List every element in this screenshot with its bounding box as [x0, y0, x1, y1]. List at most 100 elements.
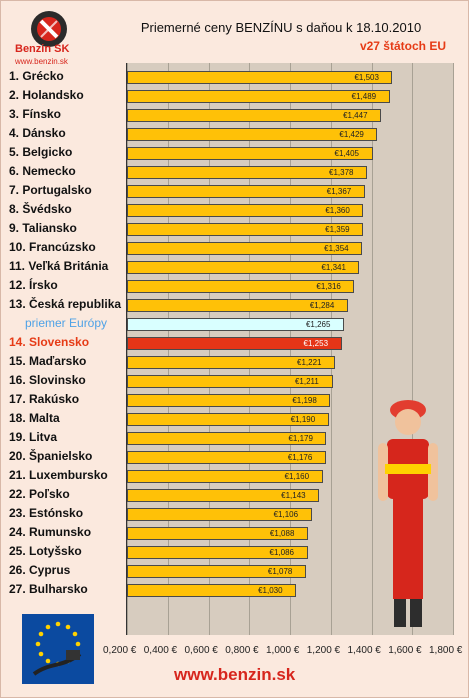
mascot-worker [378, 400, 438, 627]
bar-13 [127, 318, 344, 331]
bar-14 [127, 337, 342, 350]
category-label: 13. Česká republika [9, 297, 122, 311]
bar-value-label: €1,284 [309, 301, 335, 310]
benzin-logo [31, 11, 67, 47]
bar-value-label: €1,503 [354, 73, 379, 82]
bar-18 [127, 413, 329, 426]
bar-value-label: €1,198 [292, 396, 317, 405]
bar-value-label: €1,253 [303, 339, 329, 348]
category-label: 14. Slovensko [9, 335, 90, 349]
chart-title: Priemerné ceny BENZÍNU s daňou k 18.10.2… [140, 20, 422, 35]
bar-16 [127, 375, 333, 388]
bar-value-label: €1,447 [343, 111, 368, 120]
bar-6 [127, 185, 365, 198]
bar-value-label: €1,354 [324, 244, 349, 253]
bar-value-label: €1,030 [258, 586, 283, 595]
bar-8 [127, 223, 364, 236]
bar-value-label: €1,316 [316, 282, 341, 291]
grid-line [412, 63, 414, 635]
bar-value-label: €1,078 [267, 567, 293, 576]
category-label: 16. Slovinsko [9, 373, 86, 387]
x-tick-label: 1,400 € [347, 645, 381, 656]
bar-26 [127, 565, 306, 578]
plot-area: €1,503 €1,489 €1,447 €1,429 €1,405 €1,378 €1,3… [126, 63, 454, 635]
bar-19 [127, 432, 327, 445]
bar-value-label: €1,088 [269, 529, 295, 538]
category-label: 25. Lotyšsko [9, 544, 82, 558]
category-label: 10. Francúzsko [9, 240, 96, 254]
category-label: 19. Litva [9, 430, 58, 444]
category-label: 17. Rakúsko [9, 392, 80, 406]
category-label: 9. Taliansko [9, 221, 77, 235]
category-label: 12. Írsko [9, 278, 58, 292]
x-tick-label: 1,600 € [388, 645, 422, 656]
bar-value-label: €1,489 [351, 92, 377, 101]
x-tick-label: 0,800 € [225, 645, 259, 656]
category-label: 24. Rumunsko [9, 525, 92, 539]
x-tick-label: 0,600 € [184, 645, 218, 656]
bar-17 [127, 394, 331, 407]
footer-url: www.benzin.sk [174, 665, 296, 684]
x-tick-label: 0,400 € [143, 645, 178, 656]
bar-7 [127, 204, 364, 217]
category-label: 8. Švédsko [9, 202, 72, 216]
category-label: 11. Veľká Británia [9, 259, 109, 273]
eu-flag-icon [22, 614, 94, 684]
chart-subtitle: v27 štátoch EU [359, 39, 446, 53]
bar-5 [127, 166, 368, 179]
x-tick-label: 0,200 € [103, 645, 137, 656]
bar-value-label: €1,221 [297, 358, 322, 367]
bar-21 [127, 470, 323, 483]
bar-value-label: €1,360 [325, 206, 350, 215]
category-label: 1. Grécko [9, 69, 64, 83]
bar-25 [127, 546, 308, 559]
x-tick-label: 1,200 € [306, 645, 341, 656]
bar-9 [127, 242, 363, 255]
category-label: 2. Holandsko [9, 88, 84, 102]
grid-line [371, 63, 373, 635]
bar-20 [127, 451, 326, 464]
bar-value-label: €1,405 [334, 149, 359, 158]
bar-value-label: €1,190 [290, 415, 316, 424]
x-tick-label: 1,000 € [266, 645, 300, 656]
bar-27 [127, 584, 297, 597]
category-label: priemer Európy [25, 316, 108, 330]
category-label: 3. Fínsko [9, 107, 62, 121]
category-label: 4. Dánsko [9, 126, 66, 140]
bar-23 [127, 508, 312, 521]
bar-4 [127, 147, 373, 160]
bar-24 [127, 527, 308, 540]
bar-12 [127, 299, 348, 312]
bar-2 [127, 109, 382, 122]
grid-line [453, 63, 454, 635]
bar-value-label: €1,143 [281, 491, 306, 500]
category-label: 6. Nemecko [9, 164, 76, 178]
bar-value-label: €1,265 [305, 320, 331, 329]
bar-value-label: €1,429 [339, 130, 364, 139]
category-label: 26. Cyprus [9, 563, 71, 577]
bar-22 [127, 489, 320, 502]
category-label: 21. Luxembursko [9, 468, 108, 482]
bar-10 [127, 261, 360, 274]
bar-value-label: €1,211 [294, 377, 319, 386]
bar-value-label: €1,176 [287, 453, 313, 462]
bar-11 [127, 280, 355, 293]
category-label: 20. Španielsko [9, 449, 93, 463]
bar-value-label: €1,160 [284, 472, 310, 481]
bar-value-label: €1,378 [329, 168, 354, 177]
category-label: 27. Bulharsko [9, 582, 88, 596]
category-label: 5. Belgicko [9, 145, 73, 159]
bar-0 [127, 71, 393, 84]
category-label: 18. Malta [9, 411, 60, 425]
bar-1 [127, 90, 390, 103]
logo-text: Benzin SK [15, 43, 70, 55]
category-label: 7. Portugalsko [9, 183, 92, 197]
category-label: 22. Poľsko [9, 487, 70, 501]
bar-3 [127, 128, 378, 141]
x-tick-label: 1,800 € [429, 645, 463, 656]
bar-value-label: €1,179 [288, 434, 313, 443]
bar-value-label: €1,359 [325, 225, 350, 234]
bar-value-label: €1,341 [321, 263, 346, 272]
bar-value-label: €1,367 [326, 187, 352, 196]
